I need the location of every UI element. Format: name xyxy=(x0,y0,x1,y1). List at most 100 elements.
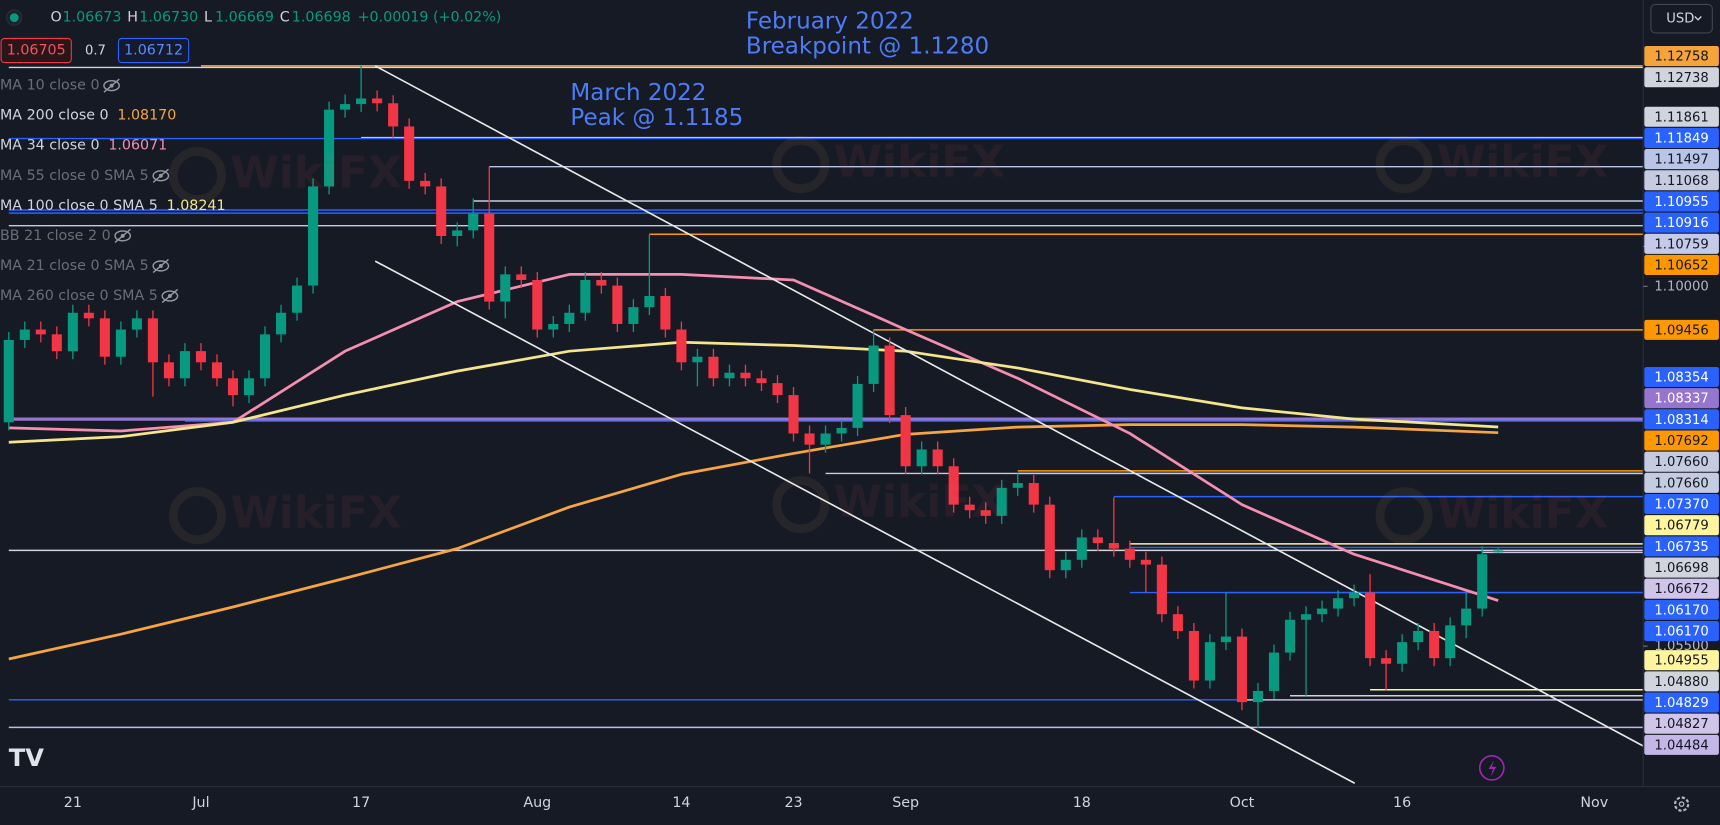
price-label-box xyxy=(1644,233,1719,254)
candle-body xyxy=(3,339,14,423)
price-label: 1.06170 xyxy=(1654,625,1708,640)
header-value: 1.06669 xyxy=(215,10,274,26)
watermark: WikiFX xyxy=(1437,488,1608,539)
buy-button[interactable] xyxy=(117,37,190,64)
visibility-icon xyxy=(103,79,121,92)
price-label: 1.10916 xyxy=(1654,216,1708,231)
price-label-box xyxy=(1644,254,1719,275)
watermark-icon xyxy=(168,147,226,205)
candle-body xyxy=(852,383,863,428)
candle-body xyxy=(820,433,831,445)
currency-button[interactable] xyxy=(1650,3,1713,34)
candle-body xyxy=(163,362,174,379)
candle-body xyxy=(1156,564,1167,615)
candle-body xyxy=(99,318,110,357)
candle-body xyxy=(724,372,735,379)
visibility-icon xyxy=(152,170,170,182)
candle-body xyxy=(1252,690,1264,703)
alert-icon xyxy=(1488,760,1497,777)
candle-body xyxy=(1429,630,1440,659)
price-label-box xyxy=(1644,430,1719,451)
candle-body xyxy=(1397,642,1408,664)
candle-body xyxy=(548,323,559,330)
candle-body xyxy=(836,427,847,434)
candle-body xyxy=(580,279,591,313)
candle-body xyxy=(1204,642,1215,681)
candle-body xyxy=(1461,608,1472,626)
y-tick-label: 1.10000 xyxy=(1654,279,1708,294)
price-label: 1.11497 xyxy=(1654,153,1708,168)
candle-body xyxy=(468,213,479,231)
trend-line xyxy=(374,260,1356,784)
candle-body xyxy=(596,279,607,286)
candle-body xyxy=(195,351,207,363)
watermark: WikiFX xyxy=(230,488,401,539)
x-tick-label: 23 xyxy=(784,795,802,811)
price-label: 1.06735 xyxy=(1654,540,1708,555)
price-label: 1.12738 xyxy=(1654,71,1708,86)
candle-body xyxy=(660,295,671,330)
currency[interactable]: USD xyxy=(1666,12,1694,27)
candle-body xyxy=(1316,608,1328,615)
legend-name: MA 260 close 0 SMA 5 xyxy=(0,288,158,304)
price-label: 1.07692 xyxy=(1654,434,1708,449)
candle-body xyxy=(147,318,158,363)
price-label: 1.10955 xyxy=(1654,195,1708,210)
settings-icon[interactable] xyxy=(1673,796,1690,812)
candle-body xyxy=(211,362,223,379)
candle-body xyxy=(259,334,271,379)
candle-body xyxy=(644,295,655,308)
price-label-box xyxy=(1644,451,1719,472)
candle-body xyxy=(179,351,190,379)
candle-body xyxy=(420,180,431,187)
candle-body xyxy=(1477,554,1488,609)
candle-body xyxy=(275,312,287,335)
price-label-box xyxy=(1644,536,1719,557)
candles xyxy=(3,65,1504,728)
candle-body xyxy=(756,378,767,384)
logo[interactable]: TV xyxy=(9,744,44,772)
candle-body xyxy=(1349,592,1360,599)
price-label-box xyxy=(1644,650,1719,671)
price-label: 1.06672 xyxy=(1654,582,1708,597)
price-label: 1.06779 xyxy=(1654,519,1708,534)
price-label: 1.08337 xyxy=(1654,392,1708,407)
candle-body xyxy=(884,345,895,416)
candle-body xyxy=(404,126,415,181)
candle-body xyxy=(500,274,511,302)
x-tick-label: 16 xyxy=(1393,795,1411,811)
candle-body xyxy=(1413,630,1424,643)
legend-name: MA 34 close 0 xyxy=(0,138,100,154)
header-value: 1.06673 xyxy=(63,10,122,26)
candle-body xyxy=(131,318,142,330)
x-tick-label: Sep xyxy=(892,795,919,811)
candle-body xyxy=(388,103,399,127)
candle-body xyxy=(516,274,527,280)
candle-body xyxy=(1220,636,1231,643)
price-label: 1.04827 xyxy=(1654,717,1708,732)
legend-name: MA 21 close 0 SMA 5 xyxy=(0,258,149,274)
candle-body xyxy=(51,334,62,352)
price-label-box xyxy=(1644,191,1719,212)
candle-body xyxy=(67,312,78,352)
candle-body xyxy=(436,186,447,236)
sell-button[interactable] xyxy=(0,37,72,64)
buy-price[interactable]: 1.06712 xyxy=(124,43,183,59)
price-label-box xyxy=(1644,599,1719,620)
sell-price[interactable]: 1.06705 xyxy=(7,43,66,59)
price-label: 1.07660 xyxy=(1654,455,1708,470)
header-value: 1.06730 xyxy=(139,10,198,26)
candle-body xyxy=(1188,630,1199,681)
price-label: 1.07660 xyxy=(1654,476,1708,491)
legend-name: MA 55 close 0 SMA 5 xyxy=(0,168,149,184)
candle-body xyxy=(1172,614,1183,631)
legend-value: 1.08241 xyxy=(167,198,226,214)
alert-icon[interactable] xyxy=(1478,755,1505,781)
price-label: 1.11861 xyxy=(1654,110,1708,125)
candle-body xyxy=(83,312,94,319)
price-label: 1.11849 xyxy=(1654,131,1708,146)
candle-body xyxy=(452,230,463,236)
watermark: WikiFX xyxy=(230,148,401,199)
